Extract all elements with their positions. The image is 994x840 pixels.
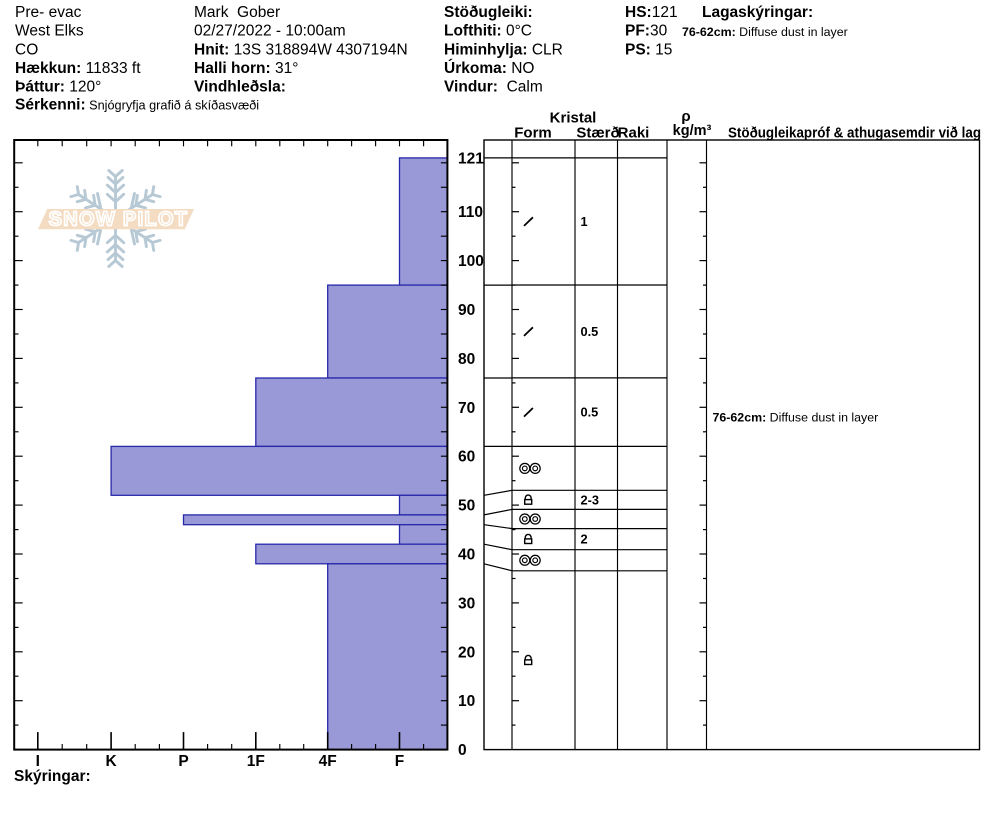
svg-text:P: P <box>178 753 188 770</box>
svg-text:Úrkoma: NO: Úrkoma: NO <box>444 59 534 77</box>
svg-text:90: 90 <box>458 302 475 319</box>
svg-text:20: 20 <box>458 644 475 661</box>
svg-text:K: K <box>105 753 117 770</box>
svg-text:F: F <box>395 753 404 770</box>
svg-text:PS: 15: PS: 15 <box>625 41 672 58</box>
svg-text:Pre- evac: Pre- evac <box>15 4 82 21</box>
svg-text:Halli horn: 31°: Halli horn: 31° <box>194 60 298 77</box>
svg-text:Hnit: 13S 318894W 4307194N: Hnit: 13S 318894W 4307194N <box>194 41 408 58</box>
svg-text:Himinhylja: CLR: Himinhylja: CLR <box>444 41 563 58</box>
svg-text:4F: 4F <box>319 753 337 770</box>
svg-text:Lofthiti: 0°C: Lofthiti: 0°C <box>444 23 532 40</box>
svg-text:West Elks: West Elks <box>15 23 84 40</box>
svg-text:1: 1 <box>581 214 588 229</box>
svg-text:30: 30 <box>458 595 475 612</box>
svg-text:0.5: 0.5 <box>581 324 599 339</box>
svg-text:0.5: 0.5 <box>581 405 599 420</box>
svg-text:2: 2 <box>581 532 588 547</box>
svg-text:Skýringar:: Skýringar: <box>14 768 91 785</box>
svg-text:ρ: ρ <box>681 108 690 125</box>
svg-text:Hækkun: 11833 ft: Hækkun: 11833 ft <box>15 60 141 77</box>
svg-text:CO: CO <box>15 41 38 58</box>
svg-text:kg/m³: kg/m³ <box>673 123 712 139</box>
svg-text:Sérkenni: Snjógryfja grafið á: Sérkenni: Snjógryfja grafið á skíðasvæði <box>15 97 259 114</box>
svg-text:80: 80 <box>458 351 475 368</box>
svg-text:Stöðugleikapróf & athugasemdir: Stöðugleikapróf & athugasemdir við lag <box>728 125 981 142</box>
svg-text:70: 70 <box>458 400 475 417</box>
svg-text:76-62cm: Diffuse dust in layer: 76-62cm: Diffuse dust in layer <box>682 25 848 39</box>
svg-text:SNOW PILOT: SNOW PILOT <box>49 209 189 231</box>
svg-text:40: 40 <box>458 547 475 564</box>
svg-text:50: 50 <box>458 498 475 515</box>
svg-text:76-62cm: Diffuse dust in layer: 76-62cm: Diffuse dust in layer <box>713 411 879 425</box>
svg-text:Form: Form <box>514 124 552 141</box>
svg-text:121: 121 <box>458 150 484 167</box>
svg-text:Lagaskýringar:: Lagaskýringar: <box>702 4 813 21</box>
svg-text:02/27/2022 - 10:00am: 02/27/2022 - 10:00am <box>194 23 346 40</box>
svg-text:Vindhleðsla:: Vindhleðsla: <box>194 78 286 95</box>
svg-text:Raki: Raki <box>618 124 650 141</box>
svg-text:Kristal: Kristal <box>550 110 597 127</box>
svg-text:Stærð: Stærð <box>576 124 619 141</box>
svg-text:110: 110 <box>458 204 483 221</box>
svg-text:100: 100 <box>458 253 484 270</box>
svg-text:60: 60 <box>458 449 475 466</box>
svg-text:Vindur: Calm: Vindur: Calm <box>444 78 543 95</box>
svg-text:0: 0 <box>458 742 467 759</box>
svg-text:HS:121: HS:121 <box>625 4 678 21</box>
svg-text:I: I <box>36 753 40 770</box>
svg-text:2-3: 2-3 <box>581 492 600 507</box>
svg-text:Þáttur: 120°: Þáttur: 120° <box>15 78 101 95</box>
svg-text:Stöðugleiki:: Stöðugleiki: <box>444 4 533 21</box>
svg-text:10: 10 <box>458 693 475 710</box>
svg-text:1F: 1F <box>247 753 265 770</box>
svg-text:PF:30: PF:30 <box>625 23 668 40</box>
svg-text:Mark Gober: Mark Gober <box>194 4 280 21</box>
